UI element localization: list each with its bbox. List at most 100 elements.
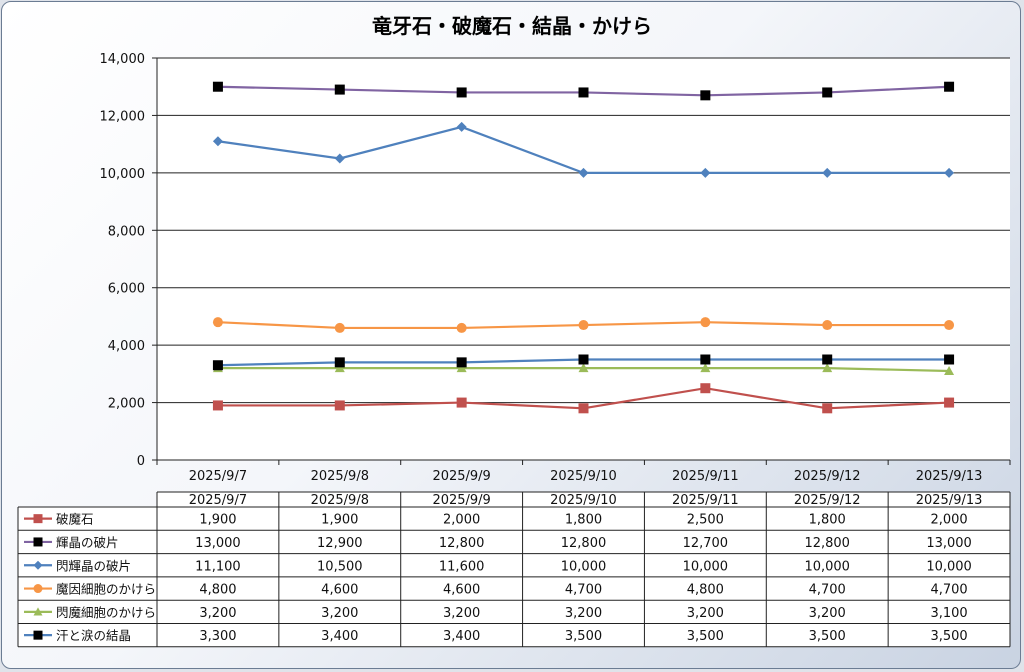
table-cell: 10,000 [804,559,850,574]
data-point [334,363,345,373]
data-point [822,320,833,331]
legend-key-marker [33,607,43,616]
table-cell: 3,200 [809,606,846,621]
data-point [334,357,345,368]
data-point [578,87,589,98]
series-0 [212,383,955,414]
data-point [456,363,467,373]
table-cell: 3,400 [321,629,358,644]
legend-label: 破魔石 [56,512,94,527]
series-3 [212,317,955,333]
data-point [700,363,711,373]
x-tick-label: 2025/9/7 [189,469,247,484]
data-table: 2025/9/7 2025/9/8 2025/9/9 2025/9/10 2025/9/… [17,491,1011,648]
data-point [578,363,589,373]
table-cell: 13,000 [195,536,241,551]
y-tick-label: 8,000 [108,224,145,239]
table-cell: 12,800 [804,536,850,551]
data-point [456,322,467,333]
table-cell: 4,600 [443,583,480,598]
table-cell: 12,800 [439,536,485,551]
plot-background [157,58,1010,460]
data-point [456,121,467,132]
table-cell: 3,200 [321,606,358,621]
data-point [944,397,955,408]
data-point [334,400,345,411]
table-cell: 11,600 [439,559,485,574]
x-tick-label: 2025/9/12 [794,469,861,484]
data-point [212,400,223,411]
table-cell: 13,000 [926,536,972,551]
x-tick-label: 2025/9/11 [672,469,739,484]
table-cell: 4,700 [809,583,846,598]
table-cell: 2,000 [930,513,967,528]
table-cell: 1,800 [565,513,602,528]
data-point [700,90,711,101]
data-point [334,322,345,333]
table-cell: 4,800 [199,583,236,598]
legend-key-marker [33,630,43,640]
table-cell: 3,200 [687,606,724,621]
table-header-label: 2025/9/11 [672,493,739,508]
table-cell: 3,200 [443,606,480,621]
y-tick-label: 0 [137,454,145,469]
table-header-bg [157,492,1010,507]
data-point [334,84,345,95]
data-point [700,354,711,365]
table-cell: 1,800 [809,513,846,528]
y-tick-label: 6,000 [108,282,145,297]
legend-label: 魔因細胞のかけら [56,582,156,597]
chart-title: 竜牙石・破魔石・結晶・かけら [372,14,652,38]
data-point [822,403,833,414]
table-cell: 1,900 [199,513,236,528]
table-cell: 12,700 [683,536,729,551]
legend-key-marker [33,584,43,594]
legend-label: 汗と涙の結晶 [56,628,131,643]
x-tick-label: 2025/9/9 [432,469,490,484]
table-cell: 2,000 [443,513,480,528]
data-point [944,354,955,365]
data-point [456,87,467,98]
data-point [822,87,833,98]
data-point [944,320,955,331]
table-header-label: 2025/9/13 [916,493,983,508]
data-point [578,167,589,178]
table-header-label: 2025/9/7 [189,493,247,508]
y-tick-label: 2,000 [108,397,145,412]
series-2 [212,121,955,178]
legend-key-marker [33,560,43,570]
table-header-label: 2025/9/12 [794,493,861,508]
table-cell: 1,900 [321,513,358,528]
data-point [822,363,833,373]
data-point [578,354,589,365]
data-point [822,167,833,178]
legend-key-marker [33,537,43,547]
table-cell: 3,300 [199,629,236,644]
table-cell: 3,200 [565,606,602,621]
table-cell: 12,800 [561,536,607,551]
data-point [944,81,955,92]
table-cell: 10,500 [317,559,363,574]
series-1 [212,81,955,101]
table-cell: 3,500 [930,629,967,644]
table-cell: 3,500 [809,629,846,644]
data-point [334,153,345,164]
table-cell: 10,000 [926,559,972,574]
y-tick-label: 10,000 [100,167,146,182]
data-point [212,317,223,328]
data-point [212,136,223,147]
x-tick-label: 2025/9/8 [311,469,369,484]
legend-key-marker [33,514,43,524]
data-point [578,320,589,331]
data-point [456,397,467,408]
y-tick-label: 12,000 [100,109,146,124]
table-cell: 3,500 [687,629,724,644]
table-cell: 3,400 [443,629,480,644]
y-tick-label: 14,000 [100,52,146,67]
table-cell: 2,500 [687,513,724,528]
x-tick-label: 2025/9/13 [916,469,983,484]
table-header-label: 2025/9/9 [432,493,490,508]
data-point [578,403,589,414]
data-point [700,383,711,394]
series-5 [212,354,955,371]
